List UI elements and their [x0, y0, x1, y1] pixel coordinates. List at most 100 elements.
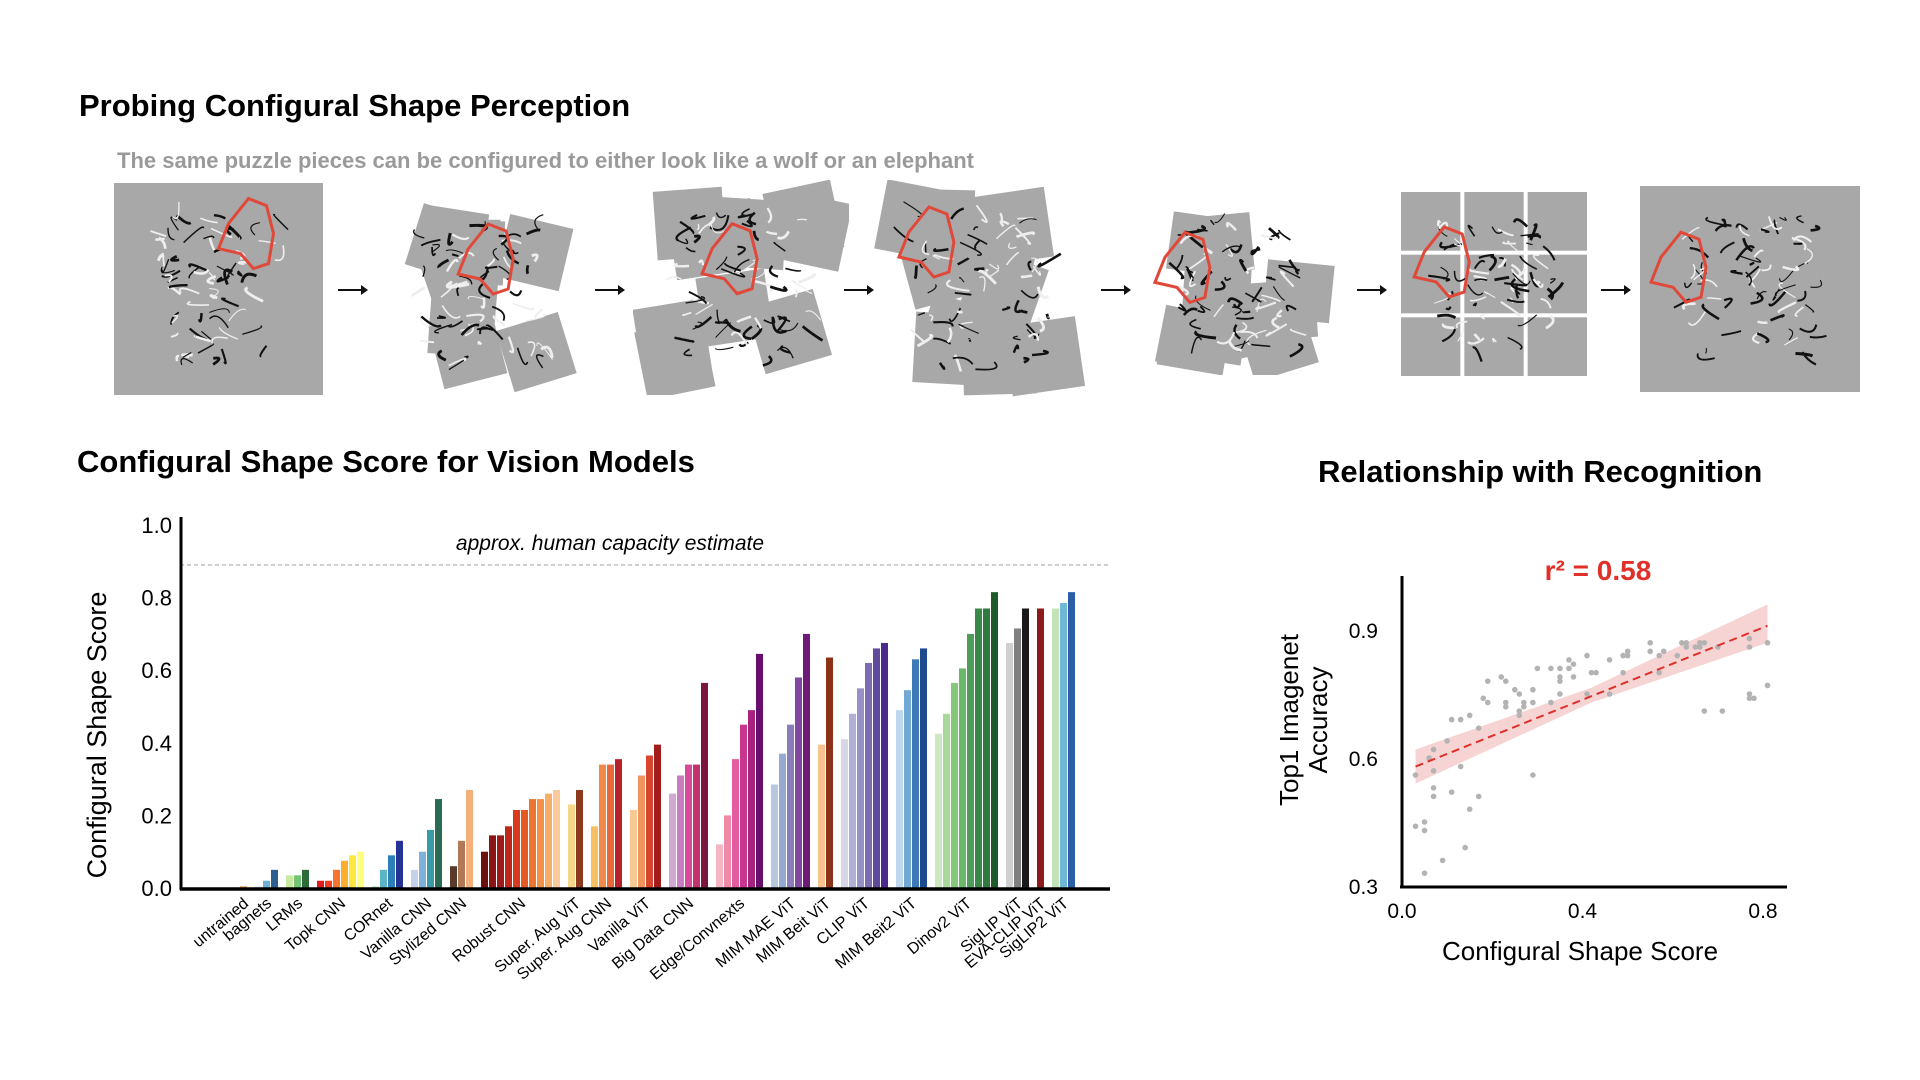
texture-stroke — [1027, 332, 1040, 341]
scatter-point — [1498, 674, 1505, 680]
texture-stroke — [954, 291, 972, 296]
texture-stroke — [1515, 283, 1520, 299]
texture-stroke — [1491, 226, 1503, 234]
highlight-outline — [700, 221, 759, 296]
texture-stroke — [975, 204, 988, 223]
texture-stroke — [1239, 258, 1248, 272]
scatter-point — [1593, 669, 1599, 676]
texture-stroke — [221, 297, 239, 308]
scatter-point — [1457, 763, 1464, 770]
bar-cornet — [380, 869, 387, 888]
texture-stroke — [172, 201, 180, 220]
bar-super-aug-vit — [576, 789, 583, 888]
texture-stroke — [197, 343, 215, 354]
human-capacity-label: approx. human capacity estimate — [456, 532, 764, 555]
bar-vanilla-cnn — [419, 851, 426, 888]
bar-vanilla-cnn — [435, 799, 442, 888]
puzzle-frame-puzzle-5 — [1401, 192, 1587, 376]
bar-vanilla-vit — [630, 809, 637, 888]
scatter-point — [1548, 699, 1554, 706]
texture-stroke — [973, 267, 985, 271]
bar-clip-vit — [881, 642, 888, 888]
texture-stroke — [434, 323, 453, 334]
bar-eva-clip-vit — [1037, 608, 1044, 888]
texture-stroke — [150, 230, 167, 238]
bar-topk-cnn — [349, 855, 356, 888]
texture-stroke — [1251, 343, 1271, 348]
bar-vanilla-vit — [646, 755, 653, 888]
texture-stroke — [1221, 245, 1242, 253]
puzzle-frame-puzzle-2 — [633, 180, 849, 395]
bar-robust-cnn — [529, 799, 536, 888]
bar-clip-vit — [849, 713, 856, 888]
puzzle-frame-puzzle-4 — [1152, 211, 1335, 375]
texture-stroke — [274, 245, 285, 262]
texture-stroke — [1168, 261, 1185, 280]
texture-stroke — [162, 252, 165, 267]
arrow-right-icon — [1357, 285, 1387, 295]
texture-stroke — [988, 263, 1000, 270]
texture-stroke — [535, 354, 544, 369]
texture-stroke — [714, 346, 734, 351]
scatter-point — [1588, 669, 1595, 676]
texture-stroke — [1473, 278, 1488, 282]
bar-super-aug-cnn — [591, 826, 598, 888]
texture-stroke — [1441, 322, 1455, 330]
scatter-point — [1462, 844, 1468, 851]
texture-stroke — [164, 274, 173, 283]
texture-stroke — [1014, 226, 1032, 246]
texture-stroke — [1512, 288, 1521, 295]
texture-stroke — [240, 272, 258, 284]
texture-stroke — [1225, 222, 1237, 231]
bar-lrms — [286, 875, 293, 888]
puzzle-piece — [666, 201, 746, 281]
scatter-point — [1534, 665, 1541, 672]
scatter-point — [1426, 755, 1432, 761]
texture-stroke — [448, 355, 469, 371]
texture-stroke — [171, 314, 179, 324]
texture-stroke — [220, 348, 227, 365]
texture-stroke — [1773, 219, 1779, 235]
puzzle-piece — [1002, 316, 1086, 397]
texture-stroke — [676, 238, 689, 245]
texture-stroke — [1749, 261, 1755, 266]
texture-stroke — [1542, 245, 1556, 261]
texture-stroke — [1031, 349, 1049, 357]
scatter-point — [1624, 652, 1631, 659]
bar-dinov2-vit — [951, 682, 958, 888]
texture-stroke — [693, 234, 701, 244]
texture-stroke — [917, 312, 926, 316]
x-tick-label: Edge/Convnexts — [647, 895, 748, 983]
texture-stroke — [1467, 224, 1476, 237]
texture-stroke — [1809, 334, 1827, 339]
scatter-point — [1751, 695, 1757, 702]
texture-stroke — [1189, 318, 1201, 330]
bar-dinov2-vit — [967, 633, 974, 888]
texture-stroke — [794, 288, 798, 298]
texture-stroke — [1745, 265, 1760, 278]
puzzle-frame-wolf — [114, 183, 323, 395]
texture-stroke — [1190, 336, 1203, 354]
scatter-point — [1421, 827, 1428, 834]
scatter-point — [1620, 669, 1626, 676]
puzzle-piece — [1237, 307, 1319, 375]
texture-stroke — [957, 257, 970, 266]
texture-stroke — [244, 286, 264, 303]
texture-stroke — [1804, 248, 1813, 265]
texture-stroke — [1026, 329, 1040, 338]
scatter-point — [1620, 652, 1626, 659]
texture-stroke — [484, 265, 498, 269]
texture-stroke — [777, 230, 791, 240]
scatter-point — [1475, 793, 1482, 800]
texture-stroke — [155, 237, 165, 241]
bar-robust-cnn — [497, 835, 504, 888]
arrow-right-icon — [338, 285, 368, 295]
scatter-point — [1502, 699, 1509, 706]
scatter-point — [1719, 708, 1726, 714]
y-tick-label: 0.0 — [141, 876, 172, 901]
texture-stroke — [1472, 302, 1477, 307]
texture-stroke — [959, 276, 965, 283]
scatter-point — [1530, 699, 1536, 706]
texture-stroke — [218, 327, 239, 340]
texture-stroke — [733, 258, 750, 273]
